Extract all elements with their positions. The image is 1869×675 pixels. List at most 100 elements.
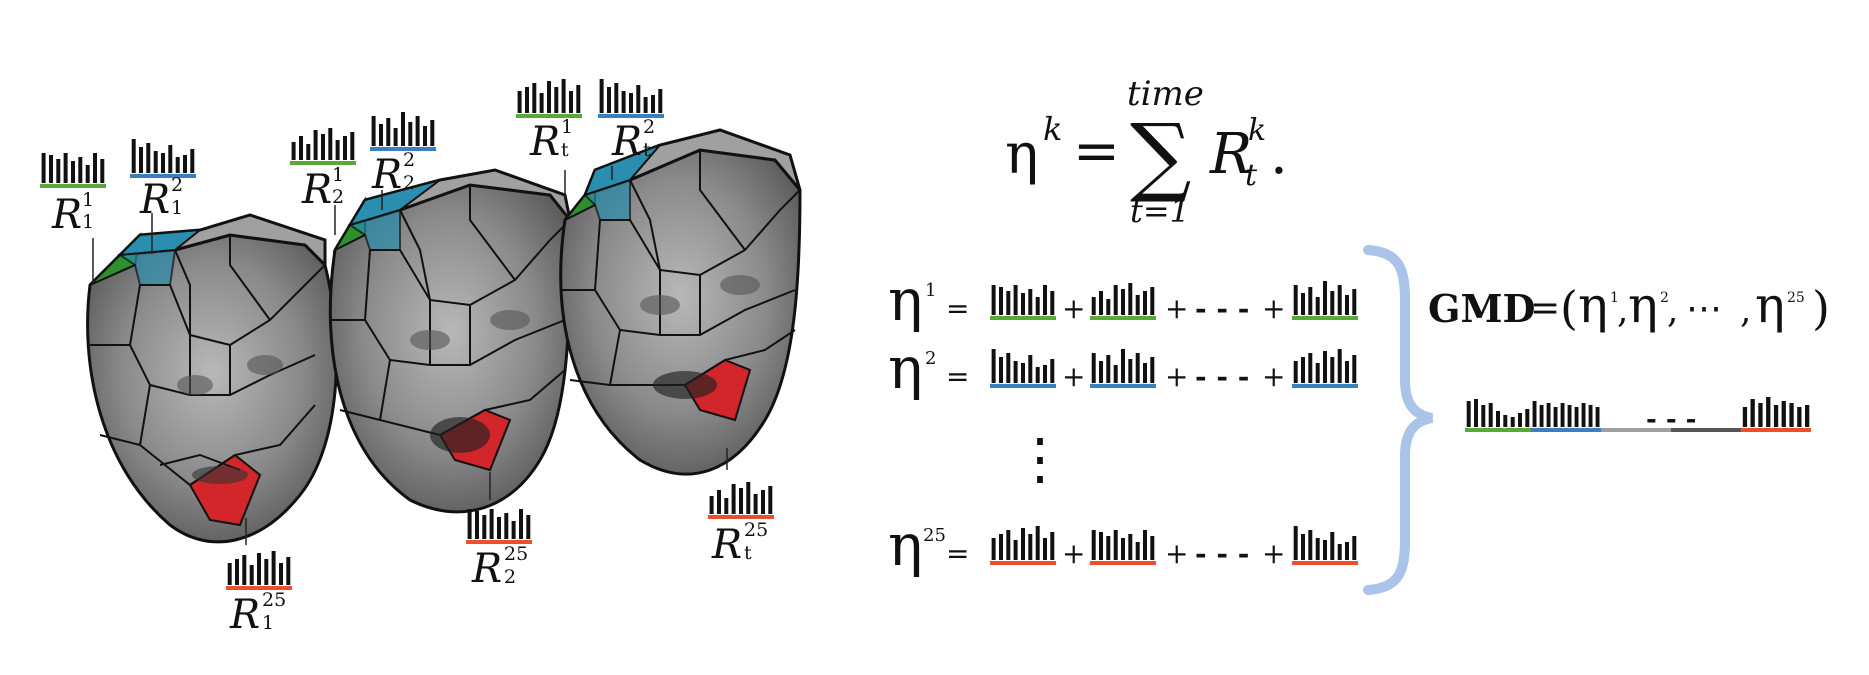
eq2-hist-b-baseline [1090,384,1156,388]
hist-frame3-red-bar [761,490,765,514]
gmd-seg-red-bar [1758,403,1763,427]
gmd-seg-red [1741,397,1811,432]
gmd-label: GMD [1428,286,1535,331]
hist-frame2-green-bar [306,144,311,160]
label-frame2-blue-sup: 2 [403,149,415,171]
gmd-seg-green-bar [1496,411,1500,427]
hist-frame2-red [466,509,532,544]
gmd-seg-blue-bar [1574,407,1579,427]
gmd-open-paren: ( [1560,281,1578,335]
eq2-hist-a-bar [1021,363,1025,383]
label-frame3-green: R [529,119,560,165]
eq2-plus-3: + [1262,360,1285,393]
gmd-seg-blue-baseline [1531,428,1601,432]
eq1-plus-3: + [1262,292,1285,325]
sum-formula: η k = ∑ time t=1 R k t . [1005,74,1288,230]
eq3-ellipsis: - - - [1195,537,1249,570]
eq3-sup: 25 [923,525,946,546]
leader-lines [92,166,728,545]
eq2-hist-c-bar [1315,363,1320,383]
gmd-seg-blue-bar [1567,405,1572,427]
gmd-comma-2: , [1667,290,1678,331]
hist-frame3-green-bar [532,83,537,113]
gmd-seg-green-bar [1525,409,1530,427]
eq1-hist-a-bar [1035,297,1040,315]
eq1-hist-b-bar [1113,285,1118,315]
eq2-sup: 2 [925,348,936,369]
face-frame-2 [328,168,572,514]
hist-frame2-blue [370,112,436,151]
eq3-hist-c-bar [1323,540,1327,560]
hist-frame2-green-bar [328,128,333,160]
hist-frame2-green-baseline [290,161,356,165]
eq3-hist-b-bar [1113,530,1118,560]
gmd-dots: ⋯ [1686,288,1722,329]
hist-frame3-red-bar [768,486,773,514]
eq3-hist-b-bar [1150,536,1155,560]
eq2-hist-a-bar [1013,361,1018,383]
hist-frame2-red-bar [504,513,509,539]
hist-frame3-blue [598,79,664,118]
hist-frame2-red-bar [489,509,494,539]
gmd-descriptor-histogram [1465,397,1811,432]
label-frame2-green: R [301,167,332,213]
label-frame3-green-sub: t [561,139,569,161]
hist-frame3-blue-baseline [598,114,664,118]
formula-lhs-sup: k [1043,110,1062,148]
hist-frame3-green-bar [539,93,544,113]
face-label-histograms [40,79,774,590]
hist-frame1-red-baseline [226,586,292,590]
eq2-hist-b-bar [1121,349,1125,383]
eq3-hist-b-bar [1091,530,1096,560]
label-frame1-green-sub: 1 [82,211,94,233]
eq2-hist-c-bar [1345,361,1349,383]
gmd-eta-1: η [1578,276,1608,334]
hist-frame1-green-bar [41,153,46,183]
hist-frame1-blue-bar [146,143,151,173]
eq1-hist-c-bar [1308,287,1313,315]
eq3-hist-b-bar [1135,542,1140,560]
label-frame1-red-sup: 25 [262,589,286,611]
label-frame3-blue-sup: 2 [643,116,655,138]
gmd-seg-blue-bar [1581,403,1586,427]
label-frame2-blue: R [371,152,402,198]
label-frame2-blue-sub: 2 [403,172,415,194]
eq1-plus-1: + [1062,292,1085,325]
eq1-hist-c [1292,281,1358,320]
gmd-seg-red-bar [1805,405,1810,427]
label-frame2-green-sub: 2 [332,186,344,208]
eq1-sup: 1 [925,280,936,301]
eq1-hist-c-bar [1301,293,1305,315]
eq2-hist-a-bar [1050,359,1055,383]
hist-frame1-blue-bar [161,153,165,173]
face-frame-3 [559,128,802,476]
hist-frame1-green-bar [71,161,75,183]
eq1-hist-c-bar [1337,285,1342,315]
label-frame1-green: R [51,192,82,238]
hist-frame3-green-bar [569,91,573,113]
eq1-hist-a-bar [999,287,1003,315]
hist-frame2-green-bar [343,136,347,160]
eq2-hist-a-bar [991,349,996,383]
hist-frame1-red [226,551,292,590]
gmd-eta-3: η [1755,276,1785,334]
hist-frame1-red-bar [286,557,291,585]
eq2-hist-c-bar [1301,357,1305,383]
eq1-hist-b-bar [1091,297,1096,315]
eq1-hist-c-bar [1293,285,1298,315]
formula-term: R [1209,122,1252,187]
hist-frame3-red [708,482,774,519]
hist-frame1-green-bar [63,153,68,183]
hist-frame1-blue-bar [139,147,143,173]
hist-frame1-blue-bar [183,155,187,173]
eq1-hist-c-bar [1315,297,1320,315]
hist-frame2-red-bar [511,521,516,539]
hist-frame1-blue-bar [190,149,195,173]
hist-frame2-red-bar [519,509,523,539]
equation-row-1: η 1 = + + - - - + [888,266,1285,334]
hist-frame3-blue-bar [629,93,633,113]
eq1-hist-b-bar [1143,291,1147,315]
hist-frame3-blue-bar [658,89,663,113]
hist-frame3-blue-bar [614,83,619,113]
